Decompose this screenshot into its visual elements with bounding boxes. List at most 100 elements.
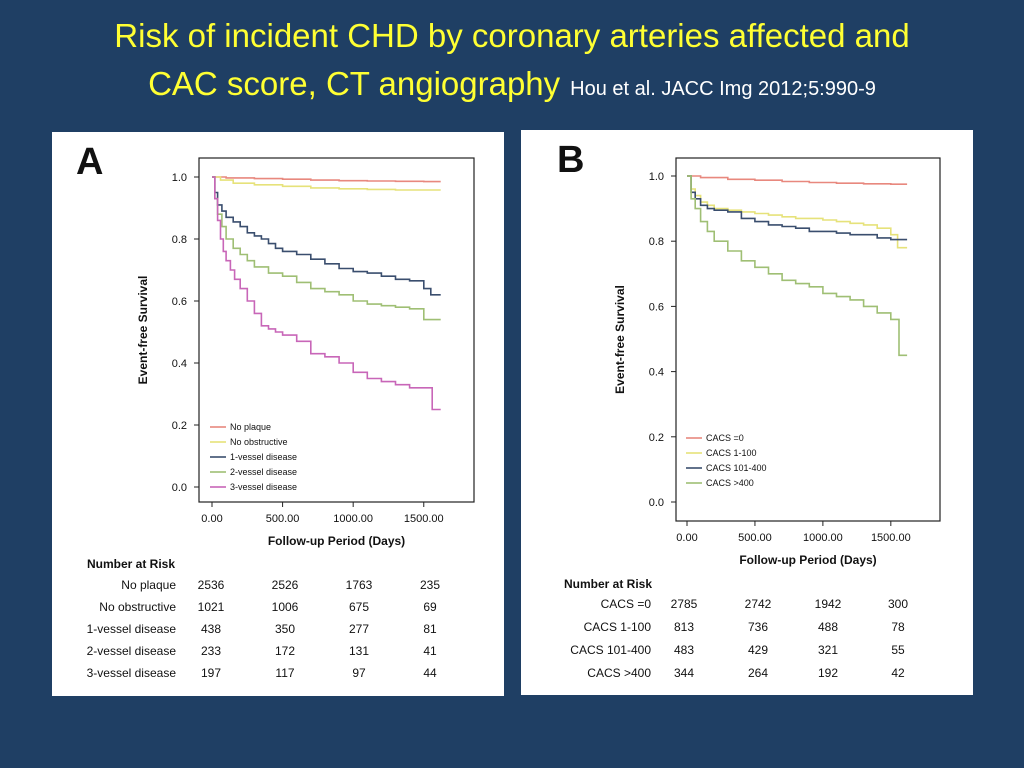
legend-label: 2-vessel disease xyxy=(230,467,297,477)
risk-table-title: Number at Risk xyxy=(564,577,652,591)
risk-cell: 264 xyxy=(748,666,768,680)
risk-cell: 350 xyxy=(275,622,295,636)
risk-row-label: 1-vessel disease xyxy=(87,622,177,636)
risk-cell: 483 xyxy=(674,643,694,657)
x-tick-label: 1000.00 xyxy=(803,532,843,544)
title-line-2-text: CAC score, CT angiography xyxy=(148,65,561,102)
y-tick-label: 0.4 xyxy=(649,367,664,379)
risk-cell: 131 xyxy=(349,644,369,658)
risk-table-title: Number at Risk xyxy=(87,557,175,571)
y-tick-label: 0.8 xyxy=(172,234,187,246)
risk-cell: 813 xyxy=(674,620,694,634)
series-line-1-vessel-disease xyxy=(212,176,441,296)
risk-cell: 117 xyxy=(275,666,294,680)
legend-label: 3-vessel disease xyxy=(230,482,297,492)
panel-letter-b: B xyxy=(557,139,584,181)
x-tick-label: 1500.00 xyxy=(404,513,444,525)
y-tick-label: 0.0 xyxy=(649,497,664,509)
series-line-cacs-0 xyxy=(687,175,908,185)
plot-frame xyxy=(198,157,475,503)
risk-cell: 42 xyxy=(891,666,905,680)
risk-cell: 277 xyxy=(349,622,369,636)
series-line-2-vessel-disease xyxy=(212,176,441,321)
title-line-2: CAC score, CT angiography Hou et al. JACC… xyxy=(0,60,1024,113)
risk-cell: 438 xyxy=(201,622,221,636)
series-line-cacs-1-100 xyxy=(687,175,908,249)
series-line-cacs-400 xyxy=(687,175,908,357)
chart-b-svg: B 0.0 0.2 0.4 0.6 0.8 1.0 0.00 500.00 1000.00 1500… xyxy=(557,139,941,680)
slide-title: Risk of incident CHD by coronary arterie… xyxy=(0,12,1024,113)
risk-row-label: CACS 1-100 xyxy=(584,620,652,634)
plot-frame xyxy=(675,157,941,522)
y-tick-label: 0.6 xyxy=(649,301,664,313)
risk-cell: 235 xyxy=(420,578,440,592)
risk-cell: 429 xyxy=(748,643,768,657)
risk-row-label: 2-vessel disease xyxy=(87,644,177,658)
legend-label: No obstructive xyxy=(230,437,288,447)
risk-cell: 2785 xyxy=(671,597,698,611)
legend-label: No plaque xyxy=(230,422,271,432)
risk-cell: 1021 xyxy=(198,600,225,614)
title-line-1: Risk of incident CHD by coronary arterie… xyxy=(114,17,910,54)
risk-cell: 1763 xyxy=(346,578,373,592)
legend-label: CACS =0 xyxy=(706,433,744,443)
risk-cell: 41 xyxy=(423,644,437,658)
risk-row-label: No plaque xyxy=(121,578,176,592)
risk-cell: 488 xyxy=(818,620,838,634)
risk-cell: 2742 xyxy=(745,597,772,611)
risk-cell: 344 xyxy=(674,666,694,680)
series-line-no-obstructive xyxy=(212,176,441,191)
legend-label: CACS >400 xyxy=(706,478,754,488)
y-axis-label: Event-free Survival xyxy=(136,276,150,385)
panel-letter-a: A xyxy=(76,141,103,183)
risk-cell: 69 xyxy=(423,600,437,614)
panel-b: B 0.0 0.2 0.4 0.6 0.8 1.0 0.00 500.00 1000.00 1500… xyxy=(521,130,973,695)
y-tick-label: 1.0 xyxy=(649,171,664,183)
y-tick-label: 0.0 xyxy=(172,482,187,494)
legend-label: CACS 101-400 xyxy=(706,463,767,473)
series-line-3-vessel-disease xyxy=(212,176,441,411)
x-tick-label: 500.00 xyxy=(266,513,300,525)
x-axis-label: Follow-up Period (Days) xyxy=(739,553,876,567)
risk-cell: 300 xyxy=(888,597,908,611)
y-tick-label: 0.4 xyxy=(172,358,187,370)
y-tick-label: 0.8 xyxy=(649,236,664,248)
risk-cell: 192 xyxy=(818,666,838,680)
series-line-no-plaque xyxy=(212,176,441,183)
x-tick-label: 0.00 xyxy=(201,513,222,525)
x-tick-label: 1500.00 xyxy=(871,532,911,544)
risk-cell: 675 xyxy=(349,600,369,614)
y-tick-label: 0.2 xyxy=(649,432,664,444)
risk-cell: 197 xyxy=(201,666,221,680)
risk-cell: 2536 xyxy=(198,578,225,592)
risk-cell: 81 xyxy=(423,622,437,636)
risk-cell: 233 xyxy=(201,644,221,658)
risk-row-label: CACS =0 xyxy=(601,597,652,611)
y-tick-label: 0.6 xyxy=(172,296,187,308)
risk-cell: 1942 xyxy=(815,597,842,611)
risk-cell: 78 xyxy=(891,620,905,634)
risk-cell: 321 xyxy=(818,643,838,657)
y-tick-label: 0.2 xyxy=(172,420,187,432)
legend-label: 1-vessel disease xyxy=(230,452,297,462)
x-tick-label: 1000.00 xyxy=(333,513,373,525)
y-tick-label: 1.0 xyxy=(172,172,187,184)
risk-row-label: CACS >400 xyxy=(587,666,651,680)
risk-row-label: No obstructive xyxy=(99,600,176,614)
citation: Hou et al. JACC Img 2012;5:990-9 xyxy=(570,78,876,100)
risk-row-label: 3-vessel disease xyxy=(87,666,177,680)
x-axis-label: Follow-up Period (Days) xyxy=(268,534,405,548)
risk-row-label: CACS 101-400 xyxy=(570,643,651,657)
x-tick-label: 500.00 xyxy=(738,532,772,544)
risk-cell: 2526 xyxy=(272,578,299,592)
risk-cell: 736 xyxy=(748,620,768,634)
risk-cell: 44 xyxy=(423,666,437,680)
risk-cell: 172 xyxy=(275,644,295,658)
series-line-cacs-101-400 xyxy=(687,175,908,241)
risk-cell: 1006 xyxy=(272,600,299,614)
risk-cell: 97 xyxy=(352,666,366,680)
panel-a: A 0.0 0.2 0.4 0.6 0.8 1.0 0.00 500.00 1000.00 1500… xyxy=(52,132,504,696)
chart-a-svg: A 0.0 0.2 0.4 0.6 0.8 1.0 0.00 500.00 1000.00 1500… xyxy=(76,141,475,680)
risk-cell: 55 xyxy=(891,643,905,657)
y-axis-label: Event-free Survival xyxy=(613,285,627,394)
